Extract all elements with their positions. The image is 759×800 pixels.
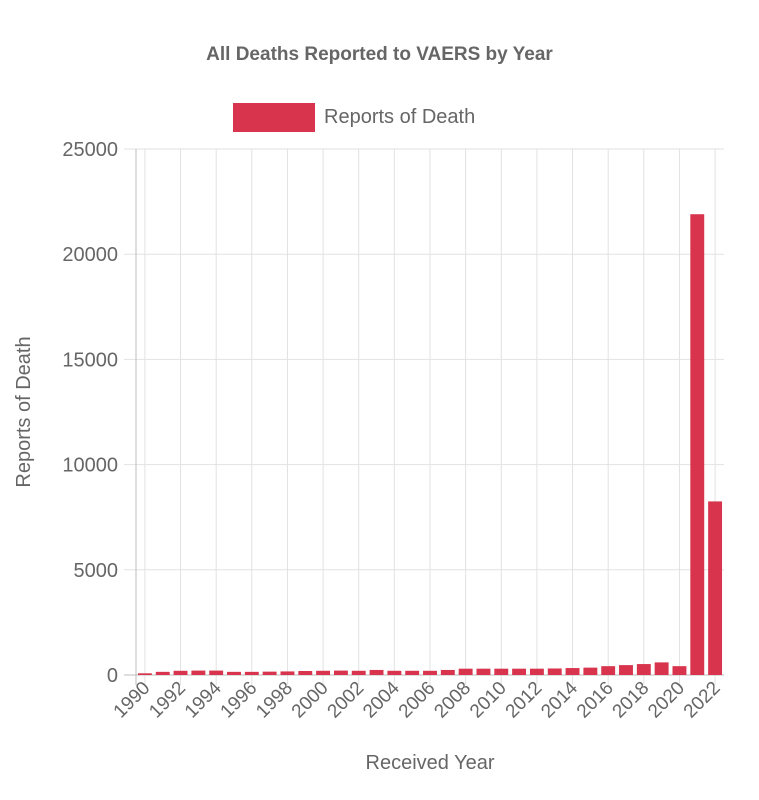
x-tick-label: 2020	[644, 678, 689, 723]
bar-1996[interactable]	[244, 671, 259, 675]
x-tick-label: 2006	[395, 678, 440, 723]
bar-2013[interactable]	[547, 668, 562, 675]
chart-legend[interactable]: Reports of Death	[233, 103, 475, 132]
x-tick-label: 2008	[430, 678, 475, 723]
y-tick-label: 15000	[62, 349, 118, 371]
x-tick-label: 2002	[324, 678, 369, 723]
x-tick-labels: 1990199219941996199820002002200420062008…	[110, 677, 725, 722]
bar-2012[interactable]	[529, 668, 544, 675]
legend-label: Reports of Death	[324, 106, 476, 128]
y-tick-label: 5000	[74, 560, 119, 582]
bar-2021[interactable]	[690, 214, 705, 675]
y-tick-label: 10000	[62, 455, 118, 477]
bar-1992[interactable]	[173, 670, 188, 675]
x-tick-label: 2012	[502, 678, 547, 723]
bar-2018[interactable]	[636, 664, 651, 675]
bar-2008[interactable]	[458, 668, 473, 675]
bar-2010[interactable]	[494, 668, 509, 675]
bar-2011[interactable]	[512, 668, 527, 675]
grid-lines	[124, 148, 724, 685]
bars	[137, 214, 723, 675]
bar-2020[interactable]	[672, 666, 687, 675]
bar-2005[interactable]	[405, 670, 420, 675]
bar-2009[interactable]	[476, 668, 491, 675]
y-axis-label: Reports of Death	[13, 336, 35, 487]
x-tick-label: 1994	[181, 677, 226, 722]
bar-2006[interactable]	[423, 670, 437, 675]
chart-title: All Deaths Reported to VAERS by Year	[206, 44, 553, 65]
x-tick-label: 2018	[609, 678, 654, 723]
y-tick-label: 25000	[62, 139, 118, 161]
legend-swatch	[233, 103, 315, 132]
bar-1993[interactable]	[191, 670, 206, 675]
bar-2014[interactable]	[565, 668, 580, 675]
bar-2015[interactable]	[583, 667, 598, 675]
bar-1998[interactable]	[280, 671, 295, 675]
x-tick-label: 2010	[466, 678, 511, 723]
bar-2022[interactable]	[708, 501, 723, 675]
x-tick-label: 2022	[680, 678, 725, 723]
bar-1990[interactable]	[137, 673, 152, 675]
bar-2016[interactable]	[601, 666, 616, 675]
bar-2019[interactable]	[654, 662, 669, 675]
bar-2002[interactable]	[351, 670, 366, 675]
bar-2004[interactable]	[387, 670, 402, 675]
y-tick-label: 0	[107, 665, 118, 687]
bar-1994[interactable]	[209, 670, 224, 675]
x-tick-label: 1992	[145, 678, 190, 723]
bar-2001[interactable]	[333, 670, 348, 675]
x-tick-label: 1996	[217, 678, 262, 723]
bar-2017[interactable]	[619, 665, 633, 675]
bar-2000[interactable]	[316, 670, 331, 675]
bar-1997[interactable]	[262, 671, 277, 675]
y-tick-labels: 0 5000 10000 15000 20000 25000	[62, 139, 118, 687]
x-tick-label: 2000	[288, 678, 333, 723]
bar-2007[interactable]	[440, 669, 455, 675]
y-tick-label: 20000	[62, 244, 118, 266]
x-tick-label: 2016	[573, 678, 618, 723]
bar-2003[interactable]	[369, 669, 384, 675]
x-axis-label: Received Year	[366, 752, 495, 774]
bar-1991[interactable]	[155, 671, 170, 675]
bar-1999[interactable]	[298, 671, 313, 675]
x-tick-label: 1998	[252, 678, 297, 723]
x-tick-label: 2004	[359, 677, 404, 722]
bar-1995[interactable]	[227, 671, 241, 675]
x-tick-label: 2014	[537, 677, 582, 722]
